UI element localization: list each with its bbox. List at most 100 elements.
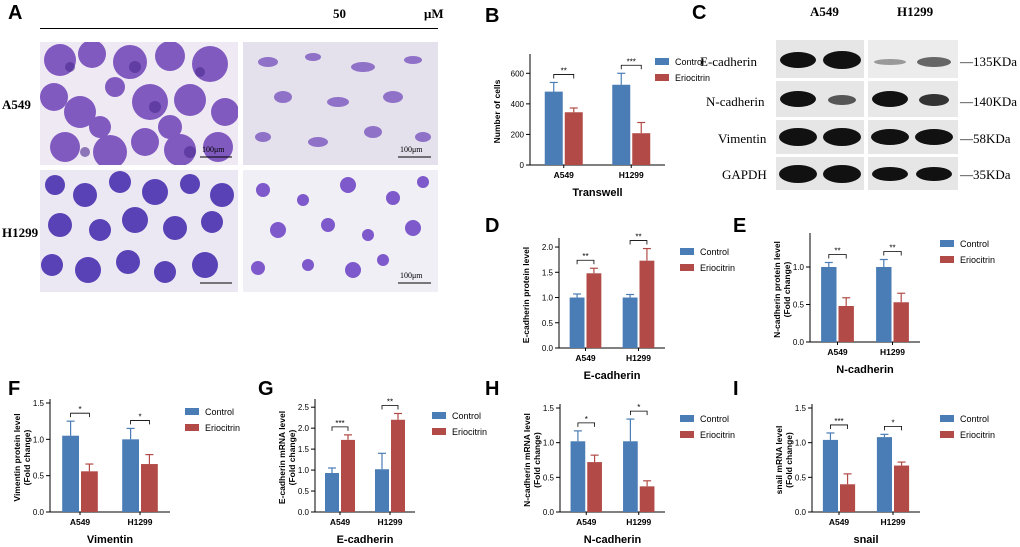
significance-bracket	[828, 254, 847, 259]
legend-label-eriocitrin: Eriocitrin	[675, 73, 710, 83]
bar-control-a549	[821, 267, 837, 342]
y-tick-label: 0	[520, 161, 525, 170]
y-axis-label: N-cadherin mRNA level	[522, 413, 532, 507]
bar-eriocitrin-h1299	[639, 486, 655, 512]
micrograph-h1299-eriocitrin: 100μm	[243, 170, 438, 292]
y-axis-label: snail mRNA level	[774, 426, 784, 495]
y-tick-label: 0.5	[795, 473, 807, 482]
y-tick-label: 1.0	[543, 439, 555, 448]
panel-label-b: B	[485, 5, 499, 27]
x-tick-label: H1299	[880, 347, 905, 357]
y-tick-label: 1.0	[298, 466, 310, 475]
legend-swatch-control	[185, 408, 199, 415]
legend-label-control: Control	[205, 407, 234, 417]
legend-label-eriocitrin: Eriocitrin	[700, 430, 735, 440]
legend-label-eriocitrin: Eriocitrin	[960, 255, 995, 265]
significance-marker: *	[585, 415, 588, 424]
significance-marker: *	[637, 403, 640, 412]
micrograph-a549-control: 100μm	[40, 42, 238, 165]
y-tick-label: 600	[511, 69, 525, 78]
bar-eriocitrin-h1299	[632, 133, 651, 165]
bar-eriocitrin-a549	[838, 306, 854, 342]
x-tick-label: H1299	[626, 517, 651, 527]
panel-label-e: E	[733, 215, 746, 237]
significance-marker: *	[78, 405, 81, 414]
legend-swatch-control	[680, 415, 694, 422]
legend-swatch-control	[432, 412, 446, 419]
legend-swatch-eriocitrin	[940, 256, 954, 263]
x-tick-label: A549	[330, 517, 351, 527]
x-tick-label: H1299	[619, 170, 644, 180]
x-tick-label: A549	[70, 517, 91, 527]
panel-label-c: C	[692, 2, 707, 24]
y-tick-label: 1.5	[33, 399, 45, 408]
bar-eriocitrin-h1299	[141, 464, 158, 512]
significance-marker: ***	[627, 57, 636, 66]
significance-bracket	[629, 240, 648, 245]
y-tick-label: 0.0	[793, 338, 805, 347]
panel-label-g: G	[258, 378, 274, 400]
panel-label-i: I	[733, 378, 739, 400]
x-axis-title: N-cadherin	[584, 534, 642, 546]
x-axis-title: Transwell	[572, 187, 622, 199]
panel-label-d: D	[485, 215, 499, 237]
bar-eriocitrin-a549	[564, 112, 583, 165]
panel-label-h: H	[485, 378, 499, 400]
y-tick-label: 1.0	[542, 294, 554, 303]
y-axis-label: Number of cells	[492, 79, 502, 143]
significance-marker: **	[834, 247, 840, 256]
x-axis-title: Vimentin	[87, 534, 134, 546]
bar-control-a549	[62, 435, 79, 512]
legend-label-control: Control	[960, 239, 989, 249]
legend-label-eriocitrin: Eriocitrin	[452, 427, 487, 437]
y-tick-label: 1.0	[33, 435, 45, 444]
y-tick-label: 0.0	[298, 508, 310, 517]
legend-swatch-eriocitrin	[185, 424, 199, 431]
significance-bracket	[381, 405, 399, 410]
significance-bracket	[331, 426, 349, 431]
legend-swatch-control	[940, 240, 954, 247]
x-axis-title: E-cadherin	[337, 534, 394, 546]
micrograph-a549-eriocitrin: 100μm	[243, 42, 438, 165]
x-axis-title: N-cadherin	[836, 364, 894, 376]
panel-label-a: A	[8, 2, 23, 24]
bar-eriocitrin-h1299	[894, 465, 910, 512]
x-tick-label: A549	[554, 170, 575, 180]
y-tick-label: 200	[511, 130, 525, 139]
x-tick-label: A549	[576, 517, 597, 527]
panel-label-f: F	[8, 378, 20, 400]
significance-marker: ***	[335, 419, 344, 428]
x-tick-label: A549	[827, 347, 848, 357]
legend-label-control: Control	[700, 247, 729, 257]
y-tick-label: 0.0	[543, 508, 555, 517]
scale-bar-label: 100μm	[400, 271, 423, 280]
significance-marker: *	[891, 418, 894, 427]
significance-bracket	[577, 422, 595, 427]
y-axis-label-sub: (Fold change)	[22, 429, 32, 485]
x-axis-title: E-cadherin	[584, 370, 641, 382]
band-size-gapdh-text: 35KDa	[973, 167, 1011, 182]
scale-bar-label: 100μm	[400, 145, 423, 154]
x-tick-label: H1299	[880, 517, 905, 527]
bar-control-h1299	[375, 469, 389, 512]
bar-eriocitrin-h1299	[639, 260, 655, 348]
y-axis-label: E-cadherin protein level	[521, 247, 531, 343]
bar-control-h1299	[612, 84, 631, 165]
y-axis-label-sub: (Fold change)	[784, 432, 794, 488]
bar-control-h1299	[623, 441, 638, 512]
bar-control-h1299	[876, 267, 892, 342]
x-tick-label: A549	[829, 517, 850, 527]
y-tick-label: 0.5	[33, 472, 45, 481]
band-size-n-cadherin: —140KDa	[960, 94, 1018, 109]
scale-bar-label: 100μm	[202, 145, 225, 154]
bar-eriocitrin-a549	[840, 484, 856, 512]
y-tick-label: 0.0	[542, 344, 554, 353]
y-tick-label: 0.0	[33, 508, 45, 517]
y-tick-label: 1.0	[795, 439, 807, 448]
western-blot	[776, 40, 958, 190]
significance-marker: **	[889, 244, 895, 253]
bar-eriocitrin-h1299	[391, 419, 405, 512]
legend-label-eriocitrin: Eriocitrin	[960, 430, 995, 440]
bar-eriocitrin-a549	[586, 273, 602, 348]
